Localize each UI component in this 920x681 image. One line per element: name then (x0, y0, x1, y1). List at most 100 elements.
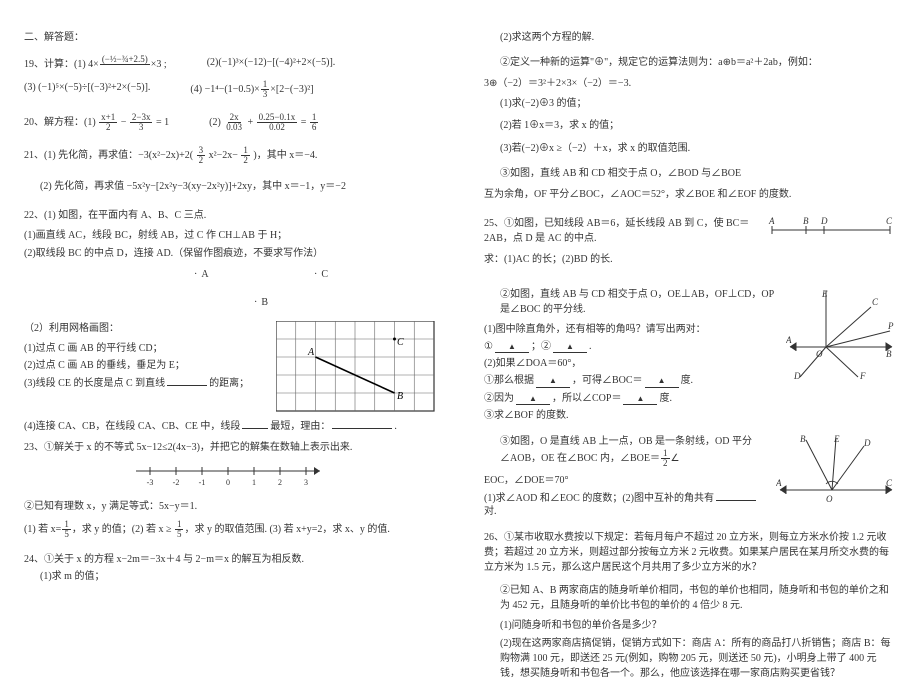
blank-3 (332, 419, 392, 429)
q21-1f1: 32 (197, 146, 206, 165)
q21-1f2: 12 (241, 146, 250, 165)
q24b-3: (3)若(−2)⊕x ≥（−2）＋x，求 x 的取值范围. (484, 141, 896, 156)
q25b-head: ②如图，直线 AB 与 CD 相交于点 O，OE⊥AB，OF⊥CD，OP 是∠B… (484, 287, 776, 317)
q25b-figure: EC PB FD AO (786, 287, 896, 382)
tri-blank-6: ▲ (623, 394, 657, 405)
tri-blank-4: ▲ (645, 376, 679, 387)
q25b-1-blanks: ①▲；②▲. (484, 340, 776, 353)
svg-text:O: O (816, 349, 823, 359)
left-column: 二、解答题： 19、计算：(1) 4×(−½−¾+2.5) ×3 ; (2)(−… (0, 0, 460, 651)
q19-3: (3) (−1)⁵×(−5)÷[(−3)²+2×(−5)]. (24, 80, 150, 99)
q25-ask: 求：(1)AC 的长；(2)BD 的长. (484, 252, 756, 267)
angles-svg-2: BED ACO (776, 434, 896, 506)
numberline-svg: -3-2-1 0123 (130, 461, 330, 491)
q25c-frac: 12 (661, 449, 670, 468)
svg-text:B: B (397, 391, 403, 402)
svg-text:A: A (307, 347, 315, 358)
q26b-1: (1)问随身听和书包的单价各是多少？ (484, 619, 896, 632)
svg-text:A: A (768, 216, 775, 226)
pt-A: ·A (194, 267, 209, 282)
svg-text:3: 3 (304, 478, 308, 487)
q26b-head: ②已知 A、B 两家商店的随身听单价相同，书包的单价也相同，随身听和书包的单价之… (484, 583, 896, 613)
svg-text:2: 2 (278, 478, 282, 487)
svg-text:B: B (800, 434, 806, 444)
right-column: (2)求这两个方程的解. ②定义一种新的运算"⊕"，规定它的运算法则为：a⊕b＝… (460, 0, 920, 651)
svg-text:B: B (803, 216, 809, 226)
q24-1: (1)求 m 的值； (24, 570, 436, 583)
q25b-1: (1)图中除直角外，还有相等的角吗？请写出两对： (484, 323, 776, 336)
q25c-ask: (1)求∠AOD 和∠EOC 的度数；(2)图中互补的角共有对. (484, 491, 766, 518)
section-heading: 二、解答题： (24, 30, 436, 45)
q25c-block: ③如图，O 是直线 AB 上一点，OB 是一条射线，OD 平分∠AOB，OE 在… (484, 434, 896, 522)
tri-blank-5: ▲ (516, 394, 550, 405)
svg-text:O: O (826, 494, 833, 504)
svg-text:D: D (820, 216, 828, 226)
q19-label: 19、计算： (24, 59, 74, 70)
q24b-head: ②定义一种新的运算"⊕"，规定它的运算法则为：a⊕b＝a²＋2ab，例如： (484, 55, 896, 70)
svg-text:B: B (886, 349, 892, 359)
blank-pair (716, 491, 756, 501)
svg-text:C: C (886, 216, 893, 226)
q25-head: 25、①如图，已知线段 AB＝6，延长线段 AB 到 C，使 BC＝2AB，点 … (484, 216, 756, 246)
svg-text:-2: -2 (173, 478, 180, 487)
q21-1: 21、(1) 先化简，再求值：−3(x²−2x)+2( 32 x²−2x− 12… (24, 146, 436, 165)
q25b-3: ③求∠BOF 的度数. (484, 409, 776, 422)
svg-text:C: C (397, 337, 404, 348)
q24b-2: (2)若 1⊕x＝3，求 x 的值； (484, 118, 896, 133)
tri-blank-1: ▲ (495, 342, 529, 353)
q25b-2: (2)如果∠DOA＝60°， (484, 357, 776, 370)
q25-block: 25、①如图，已知线段 AB＝6，延长线段 AB 到 C，使 BC＝2AB，点 … (484, 216, 896, 273)
svg-text:E: E (833, 434, 840, 444)
q25-segment-figure: AB DC (766, 216, 896, 242)
q24b-ex: 3⊕（−2）＝3²＋2×3×（−2）＝−3. (484, 76, 896, 91)
q26b-2: (2)现在这两家商店搞促销，促销方式如下：商店 A：所有的商品打八折销售；商店 … (484, 636, 896, 681)
svg-text:C: C (886, 478, 893, 488)
q22-2: (2)取线段 BC 的中点 D，连接 AD.（保留作图痕迹，不要求写作法） (24, 246, 436, 261)
q25c-head: ③如图，O 是直线 AB 上一点，OB 是一条射线，OD 平分∠AOB，OE 在… (484, 434, 766, 468)
blank-2 (242, 419, 268, 429)
svg-text:C: C (872, 297, 879, 307)
q24-head: 24、①关于 x 的方程 x−2m＝−3x＋4 与 2−m＝x 的解互为相反数. (24, 553, 436, 566)
angles-svg-1: EC PB FD AO (786, 287, 896, 382)
q19-4-frac: 13 (261, 80, 270, 99)
q24-2: (2)求这两个方程的解. (484, 30, 896, 45)
q24c-body: 互为余角，OF 平分∠BOC，∠AOC＝52°，求∠BOE 和∠EOF 的度数. (484, 187, 896, 202)
svg-text:0: 0 (226, 478, 230, 487)
q22b-4: (4)连接 CA、CB，在线段 CA、CB、CE 中，线段最短，理由：. (24, 419, 436, 434)
q24c-head: ③如图，直线 AB 和 CD 相交于点 O，∠BOD 与∠BOE (484, 166, 896, 181)
q22-points: ·A ·C ·B (164, 267, 404, 315)
q20-2a: 2x0.03 (224, 113, 244, 132)
q25b-2a: ①那么根据▲，可得∠BOC＝▲度. (484, 374, 776, 387)
q21-2: (2) 先化简，再求值 −5x²y−[2x²y−3(xy−2x²y)]+2xy，… (24, 179, 436, 194)
pt-C: ·C (314, 267, 328, 282)
tri-blank-3: ▲ (536, 376, 570, 387)
svg-text:A: A (786, 335, 792, 345)
svg-text:-1: -1 (199, 478, 206, 487)
svg-text:F: F (859, 371, 866, 381)
q25b-2b: ②因为▲，所以∠COP＝▲度. (484, 392, 776, 405)
pt-B: ·B (254, 295, 268, 310)
q20-row: 20、解方程：(1) x+12 − 2−3x3 = 1 (2) 2x0.03 +… (24, 113, 436, 132)
q23-2-1: (1) 若 x=15，求 y 的值；(2) 若 x ≥ 15，求 y 的取值范围… (24, 520, 436, 539)
q19-row2: (3) (−1)⁵×(−5)÷[(−3)²+2×(−5)]. (4) −1⁴−(… (24, 80, 436, 99)
q23-f1: 15 (62, 520, 71, 539)
q23-head: 23、①解关于 x 的不等式 5x−12≤2(4x−3)，并把它的解集在数轴上表… (24, 440, 436, 455)
q20-1a: x+12 (99, 113, 117, 132)
svg-text:1: 1 (252, 478, 256, 487)
q22-1: (1)画直线 AC，线段 BC，射线 AB，过 C 作 CH⊥AB 于 H； (24, 229, 436, 242)
q20-1b: 2−3x3 (130, 113, 153, 132)
q20-2c: 16 (310, 113, 319, 132)
q20-2b: 0.25−0.1x0.02 (257, 113, 298, 132)
q23-2head: ②已知有理数 x，y 满足等式：5x−y＝1. (24, 499, 436, 514)
q19-row1: 19、计算：(1) 4×(−½−¾+2.5) ×3 ; (2)(−1)³×(−1… (24, 55, 436, 74)
q23-f2: 15 (175, 520, 184, 539)
svg-text:E: E (821, 289, 828, 299)
svg-text:P: P (887, 321, 894, 331)
grid-svg: A B C (276, 321, 436, 413)
q19-frac: (−½−¾+2.5) (100, 55, 150, 74)
grid-figure: A B C (276, 321, 436, 413)
blank-1 (167, 376, 207, 386)
tri-blank-2: ▲ (553, 342, 587, 353)
q19-2: (2)(−1)³×(−12)−[(−4)²+2×(−5)]. (207, 55, 336, 74)
q25b-block: ②如图，直线 AB 与 CD 相交于点 O，OE⊥AB，OF⊥CD，OP 是∠B… (484, 287, 896, 426)
